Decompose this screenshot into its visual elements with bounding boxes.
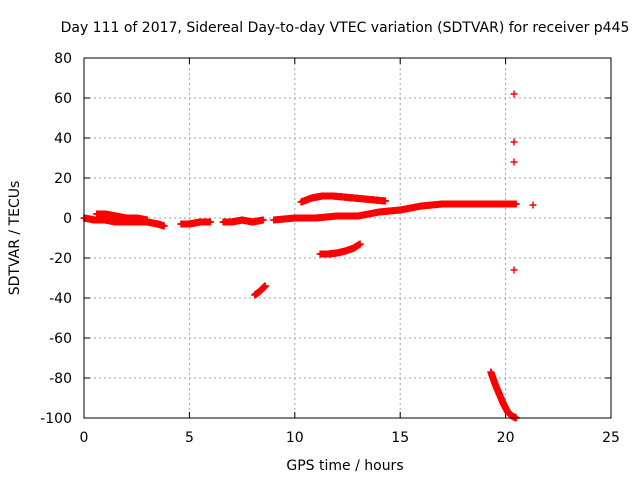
data-point <box>143 216 151 224</box>
data-point <box>512 200 520 208</box>
y-tick-label: -60 <box>49 331 72 347</box>
x-tick-label: 15 <box>391 430 409 446</box>
data-point <box>261 282 269 290</box>
y-tick-label: -20 <box>49 251 72 267</box>
data-point <box>510 266 518 274</box>
y-tick-label: 20 <box>54 171 72 187</box>
x-tick-label: 20 <box>497 430 515 446</box>
y-axis-label: SDTVAR / TECUs <box>7 181 23 296</box>
y-tick-label: 0 <box>63 211 72 227</box>
y-tick-label: 60 <box>54 91 72 107</box>
data-point <box>510 158 518 166</box>
grid <box>84 58 611 418</box>
data-point <box>160 222 168 230</box>
y-tick-label: -80 <box>49 371 72 387</box>
axes: 0 5 10 15 20 25 -100 -80 -60 -40 -20 0 20 40 60 80 <box>40 51 620 446</box>
data-point <box>259 216 267 224</box>
x-tick-label: 5 <box>185 430 194 446</box>
x-axis-label: GPS time / hours <box>286 458 403 474</box>
y-tick-label: 40 <box>54 131 72 147</box>
chart-title: Day 111 of 2017, Sidereal Day-to-day VTE… <box>61 20 630 36</box>
x-tick-label: 25 <box>602 430 620 446</box>
data-point <box>529 201 537 209</box>
x-tick-label: 0 <box>80 430 89 446</box>
y-tick-label: -100 <box>40 411 72 427</box>
data-point <box>510 138 518 146</box>
y-tick-label: 80 <box>54 51 72 67</box>
y-tick-label: -40 <box>49 291 72 307</box>
data-points <box>80 90 537 422</box>
data-point <box>206 218 214 226</box>
data-point <box>356 240 364 248</box>
data-point <box>510 90 518 98</box>
x-tick-label: 10 <box>286 430 304 446</box>
data-point <box>381 197 389 205</box>
plot-frame <box>83 57 612 419</box>
